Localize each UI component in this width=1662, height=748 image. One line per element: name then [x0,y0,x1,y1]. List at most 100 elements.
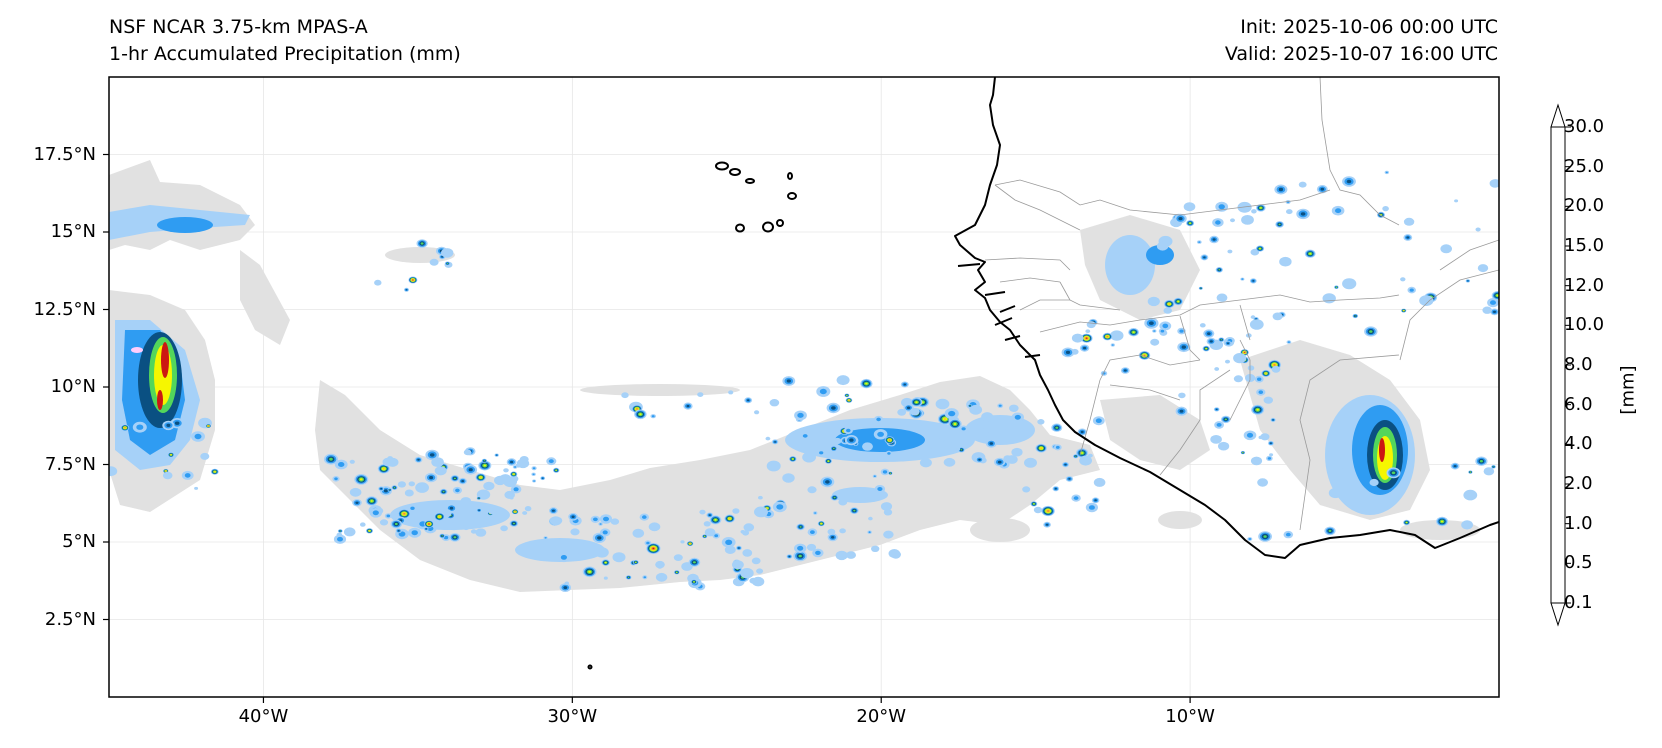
precip-cell [1252,248,1257,252]
precip-cell [343,527,356,537]
lat-tick-label: 2.5°N [44,608,96,630]
precip-cell [524,506,532,512]
precip-cell [1181,345,1187,349]
precip-cell [513,487,519,492]
precip-cell [888,549,901,558]
precip-cell [470,529,477,534]
precip-cell [1212,238,1216,241]
precip-cell [417,458,420,461]
precip-cell [1479,460,1483,463]
precip-cell [877,487,883,491]
precip-cell [1225,359,1230,364]
precip-cell [746,399,750,402]
precip-cell [462,524,470,531]
precip-cell [1273,364,1276,366]
model-name: NSF NCAR 3.75-km MPAS-A [109,16,368,38]
precip-cell [194,433,202,440]
precip-cell [835,550,848,561]
precip-cell [776,504,784,510]
precip-cell [438,516,441,518]
precip-cell [961,427,966,431]
precip-cell [846,395,848,396]
precip-cell [1086,321,1096,329]
precip-cell [1496,294,1499,297]
precip-cell [853,509,856,512]
precip-cell [887,452,891,455]
precip-cell [555,469,557,471]
precip-cell [1385,171,1388,174]
precip-cell [1203,256,1206,259]
precip-cell [380,487,383,490]
precip-cell [1065,350,1071,354]
precip-cell [496,454,498,456]
precip-cell [349,459,355,464]
colorbar-level-label: 6.0 [1564,393,1593,415]
precip-cell [1260,433,1270,441]
precip-cell [943,418,947,420]
precip-cell [621,392,629,399]
precip-cell [405,289,408,291]
precip-cell [725,539,733,545]
precip-cell [1241,278,1244,280]
precip-cell [455,488,460,493]
precip-cell [1406,236,1410,239]
precip-cell [786,379,791,383]
precip-cell [749,577,758,584]
precip-cell [603,516,609,522]
precip-cell [1073,496,1079,500]
precip-cell [833,437,842,445]
precip-cell [699,509,706,515]
precip-cell [1064,463,1067,466]
precip-cell [360,522,366,527]
precip-cell [919,458,932,468]
precip-cell [799,526,802,528]
precip-cell [560,555,568,560]
precip-cell [541,477,544,479]
precip-cell [704,528,716,537]
colorbar-level-label: 30.0 [1564,116,1605,137]
precip-cell [1080,452,1084,454]
precip-cell [987,431,994,437]
precip-cell [1322,293,1336,304]
precip-cell [1153,330,1156,332]
precip-cell [548,459,554,464]
precip-cell [1369,478,1379,487]
precip-cell [909,407,920,416]
precip-cell [1207,332,1211,335]
precip-cell [512,522,516,525]
precip-cell [194,486,199,490]
precip-cell [532,473,535,476]
precip-cell [1271,365,1281,373]
precip-cell [1475,227,1481,232]
precip-cell [989,442,994,445]
precip-cell [627,576,630,579]
precip-cell [184,473,191,478]
precip-cell [1403,217,1415,226]
precip-cell [1075,455,1077,457]
precip-cell [1163,307,1172,314]
colorbar-level-label: 20.0 [1564,195,1605,217]
precip-cell [880,502,893,511]
precip-cell [448,522,459,531]
axis-ticks [103,153,1191,703]
precip-cell [1256,408,1259,411]
precip-cell [349,487,362,497]
precip-cell [514,466,517,468]
precip-cell [397,530,400,532]
precip-cell [570,528,580,536]
precip-cell [1216,293,1228,302]
precip-cell [599,523,602,525]
precip-cell [1150,338,1160,346]
precip-cell [743,523,755,532]
precip-cell [1045,523,1049,526]
precip-cell [819,451,824,455]
precip-cell [1320,187,1325,191]
precip-cell [593,517,598,522]
precip-cell [751,557,761,565]
precip-cell [692,561,696,564]
precip-cell [882,470,888,474]
precip-cell [483,460,486,462]
precip-cell [827,528,836,535]
precip-cell [475,528,487,537]
